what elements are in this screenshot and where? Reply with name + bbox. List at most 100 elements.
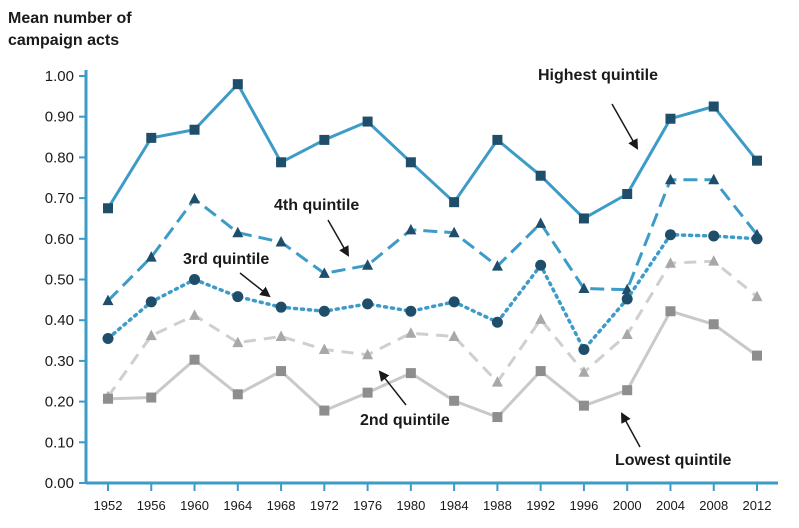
data-point-3rd-quintile [362,298,374,310]
annotation-label-3rd-quintile: 3rd quintile [183,251,269,268]
series-3rd-quintile [102,229,763,356]
x-tick-label: 1956 [137,498,166,513]
data-point-2nd-quintile [189,309,201,320]
y-tick-label: 1.00 [45,68,74,85]
data-point-2nd-quintile [405,327,417,338]
data-point-highest-quintile [622,189,633,200]
annotation-arrow-4th-quintile [327,219,350,257]
series-line-4th-quintile [106,178,759,302]
data-point-lowest-quintile [708,319,719,330]
annotation-label-4th-quintile: 4th quintile [274,197,359,214]
x-tick-label: 2008 [699,498,728,513]
data-point-lowest-quintile [232,389,243,400]
data-point-highest-quintile [362,116,373,127]
data-point-3rd-quintile [535,259,547,271]
x-tick-label: 1996 [569,498,598,513]
data-point-highest-quintile [103,203,113,214]
data-point-3rd-quintile [448,296,460,308]
data-point-3rd-quintile [405,305,417,317]
annotation-arrow-lowest-quintile [620,412,641,448]
annotation-arrow-highest-quintile [611,103,639,150]
data-point-2nd-quintile [621,328,633,339]
x-tick-label: 1988 [483,498,512,513]
series-line-lowest-quintile [107,309,758,419]
data-point-highest-quintile [189,124,200,135]
y-axis-title-line-2: campaign acts [8,32,120,49]
x-tick-label: 2000 [613,498,642,513]
data-point-3rd-quintile [751,233,763,245]
series-highest-quintile [103,79,762,224]
data-point-4th-quintile [708,173,720,185]
data-point-lowest-quintile [752,350,762,361]
data-point-4th-quintile [578,282,590,293]
data-point-2nd-quintile [362,348,374,360]
x-tick-label: 2004 [656,498,685,513]
x-tick-label: 1980 [396,498,425,513]
data-point-highest-quintile [146,132,157,143]
data-point-2nd-quintile [751,290,763,302]
y-tick-label: 0.10 [45,434,74,451]
data-point-lowest-quintile [492,412,503,423]
data-point-lowest-quintile [622,385,633,396]
data-point-2nd-quintile [232,336,244,348]
data-point-2nd-quintile [318,343,330,355]
data-point-lowest-quintile [319,405,330,416]
annotation-label-highest-quintile: Highest quintile [538,67,658,84]
data-point-highest-quintile [449,197,460,208]
y-tick-label: 0.30 [45,353,74,370]
data-point-lowest-quintile [276,366,287,377]
data-point-highest-quintile [319,134,330,145]
series-line-2nd-quintile [106,259,758,398]
data-point-3rd-quintile [621,293,633,305]
data-point-4th-quintile [145,251,157,262]
data-point-4th-quintile [362,259,374,270]
data-point-3rd-quintile [708,230,720,242]
data-point-3rd-quintile [145,296,157,308]
data-point-2nd-quintile [448,330,460,341]
data-point-3rd-quintile [189,274,201,285]
data-point-lowest-quintile [362,387,373,398]
data-point-lowest-quintile [535,366,546,377]
chart-axes: 0.00 0.10 0.20 0.30 0.40 0.50 0.60 0.70 0.80 0.90… [45,68,778,513]
data-point-highest-quintile [708,101,719,112]
data-point-lowest-quintile [665,306,676,317]
series-line-3rd-quintile [106,232,759,352]
data-point-4th-quintile [664,173,676,185]
data-point-3rd-quintile [232,291,244,303]
y-tick-label: 0.90 [45,109,74,126]
data-point-lowest-quintile [405,368,416,379]
data-point-4th-quintile [275,236,287,247]
data-point-4th-quintile [318,267,330,278]
data-point-4th-quintile [405,223,417,235]
data-point-lowest-quintile [449,395,460,406]
annotation-arrow-2nd-quintile [378,370,407,406]
x-tick-label: 2012 [743,498,772,513]
data-point-highest-quintile [405,157,416,168]
data-point-4th-quintile [491,260,503,271]
data-point-2nd-quintile [664,257,676,268]
data-point-4th-quintile [232,226,244,238]
y-tick-label: 0.50 [45,272,74,289]
data-point-2nd-quintile [275,330,287,341]
data-point-highest-quintile [276,157,287,168]
data-point-4th-quintile [448,226,460,238]
series-4th-quintile [102,173,763,306]
chart-annotations: Highest quintile 4th quintile 3rd quintile… [183,67,732,469]
series-lowest-quintile [103,306,762,423]
y-tick-label: 0.60 [45,231,74,248]
data-point-lowest-quintile [146,392,157,403]
x-tick-label: 1964 [223,498,252,513]
data-point-2nd-quintile [578,366,590,377]
data-point-lowest-quintile [189,354,200,365]
series-line-highest-quintile [106,82,759,220]
y-tick-label: 0.40 [45,312,74,329]
data-point-highest-quintile [535,170,546,181]
data-point-4th-quintile [621,283,633,295]
y-axis-title: Mean number of campaign acts [8,8,132,52]
data-point-highest-quintile [752,155,762,166]
annotation-arrow-3rd-quintile [239,272,271,298]
x-tick-label: 1976 [353,498,382,513]
data-point-2nd-quintile [491,376,503,387]
x-tick-label: 1972 [310,498,339,513]
data-point-3rd-quintile [578,344,590,356]
